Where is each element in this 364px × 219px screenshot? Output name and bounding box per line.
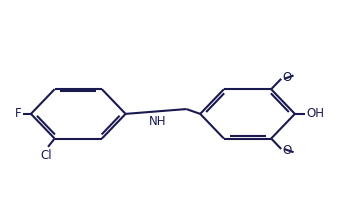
Text: O: O <box>282 71 292 84</box>
Text: F: F <box>15 107 22 120</box>
Text: Cl: Cl <box>40 149 52 162</box>
Text: O: O <box>282 144 292 157</box>
Text: OH: OH <box>306 107 324 120</box>
Text: NH: NH <box>149 115 167 128</box>
